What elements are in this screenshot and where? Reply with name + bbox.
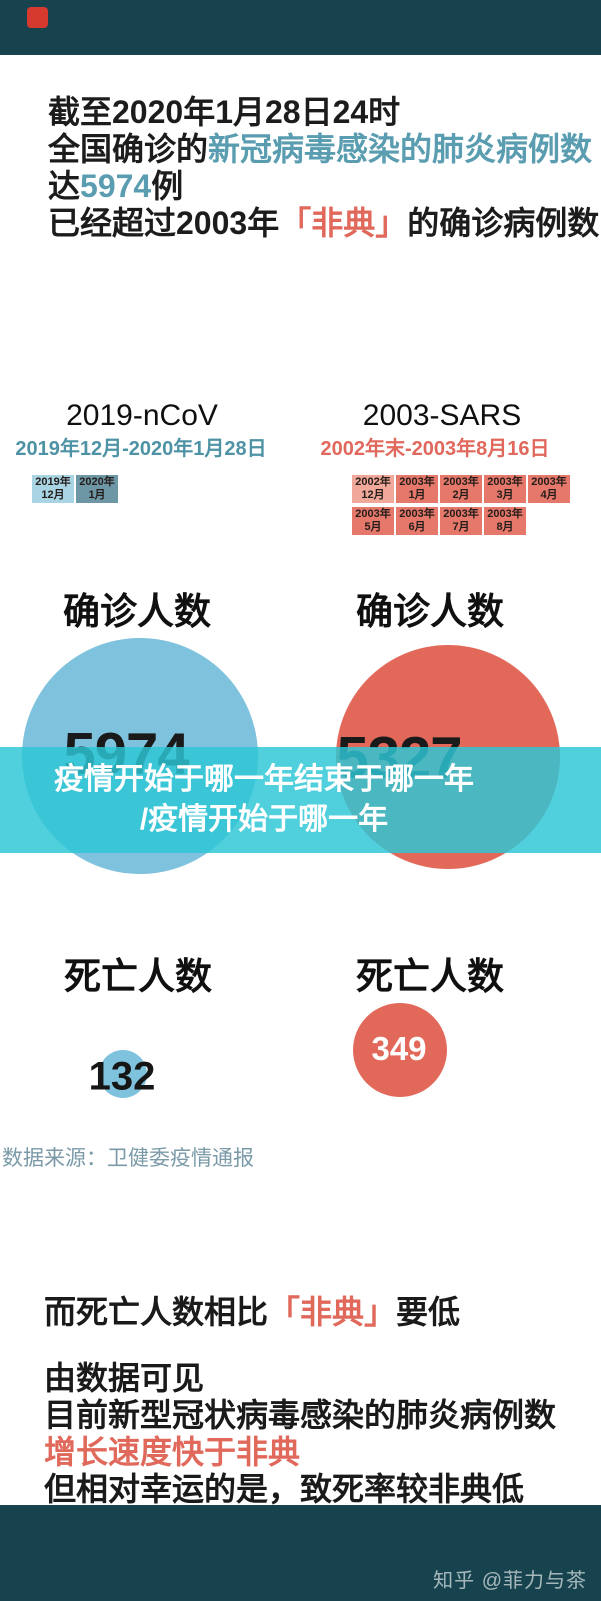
- intro-text: 截至2020年1月28日24时 全国确诊的新冠病毒感染的肺炎病例数 达5974例…: [48, 94, 599, 242]
- intro-line4-post: 的确诊病例数: [407, 205, 600, 241]
- month-box-month: 3月: [496, 489, 514, 501]
- conclusion-line3: 目前新型冠状病毒感染的肺炎病例数: [44, 1397, 557, 1433]
- intro-line2-black: 全国确诊的: [48, 131, 209, 167]
- month-box-year: 2003年: [355, 508, 391, 520]
- month-box-year: 2003年: [487, 508, 523, 520]
- month-box-month: 4月: [540, 489, 558, 501]
- watermark-label: 知乎 @菲力与茶: [433, 1570, 587, 1592]
- month-box: 2003年 6月: [396, 507, 438, 535]
- sars-month-grid: 2002年 12月 2003年 1月 2003年 2月 2003年 3月 2003年 4月 2003…: [352, 475, 570, 535]
- intro-line-1: 截至2020年1月28日24时: [48, 94, 599, 131]
- conclusion-line1: 而死亡人数相比「非典」要低: [44, 1287, 460, 1333]
- month-box: 2003年 2月: [440, 475, 482, 503]
- ncov-death-value: 132: [88, 1054, 156, 1099]
- conclusion-line1-pre: 而死亡人数相比: [44, 1294, 269, 1330]
- intro-line-3: 达5974例: [48, 168, 599, 205]
- month-box: 2002年 12月: [352, 475, 394, 503]
- intro-line3-post: 例: [151, 168, 184, 204]
- sars-death-value: 349: [371, 1030, 427, 1067]
- month-box-month: 12月: [41, 489, 65, 501]
- top-band: [0, 0, 601, 55]
- ncov-confirmed-heading: 确诊人数: [63, 591, 211, 632]
- month-box-month: 12月: [361, 489, 385, 501]
- ncov-death-heading: 死亡人数: [64, 956, 212, 997]
- month-box-year: 2003年: [443, 508, 479, 520]
- month-box: 2020年 1月: [76, 475, 118, 503]
- intro-line2-highlight: 新冠病毒感染的肺炎病例数: [208, 131, 593, 167]
- month-box: 2003年 4月: [528, 475, 570, 503]
- sars-column-title: 2003-SARS: [362, 399, 522, 432]
- month-box-year: 2003年: [443, 476, 479, 488]
- bottom-band: [0, 1505, 601, 1601]
- red-marker-icon: [27, 7, 48, 28]
- conclusion-line1-post: 要低: [396, 1294, 461, 1330]
- month-box: 2019年 12月: [32, 475, 74, 503]
- month-box-month: 6月: [408, 521, 426, 533]
- sars-death-heading: 死亡人数: [356, 956, 504, 997]
- intro-line-2: 全国确诊的新冠病毒感染的肺炎病例数: [48, 131, 599, 168]
- month-box-year: 2019年: [35, 476, 71, 488]
- month-box: 2003年 5月: [352, 507, 394, 535]
- conclusion-line4-emphasis: 增长速度快于非典: [44, 1434, 301, 1470]
- intro-line3-pre: 达: [48, 168, 81, 204]
- month-box-month: 7月: [452, 521, 470, 533]
- month-box-year: 2003年: [399, 508, 435, 520]
- sars-term-highlight: 「非典」: [279, 205, 408, 241]
- conclusion-block: 由数据可见 目前新型冠状病毒感染的肺炎病例数 增长速度快于非典 但相对幸运的是，…: [44, 1360, 556, 1508]
- month-box-month: 8月: [496, 521, 514, 533]
- ncov-death-circle: [99, 1050, 147, 1098]
- month-box: 2003年 1月: [396, 475, 438, 503]
- sars-death-circle: [353, 1003, 447, 1097]
- month-box-month: 1月: [88, 489, 106, 501]
- month-box-month: 1月: [408, 489, 426, 501]
- month-box-year: 2003年: [487, 476, 523, 488]
- sars-period-label: 2002年末-2003年8月16日: [320, 438, 550, 460]
- month-box-month: 5月: [364, 521, 382, 533]
- month-box: 2003年 8月: [484, 507, 526, 535]
- sars-confirmed-heading: 确诊人数: [356, 591, 504, 632]
- month-box-year: 2003年: [531, 476, 567, 488]
- conclusion-line2: 由数据可见: [44, 1360, 205, 1396]
- month-box-year: 2002年: [355, 476, 391, 488]
- data-source-label: 数据来源：卫健委疫情通报: [2, 1147, 254, 1170]
- intro-line-4: 已经超过2003年「非典」的确诊病例数: [48, 205, 599, 242]
- conclusion-line5: 但相对幸运的是，致死率较非典低: [44, 1471, 525, 1507]
- ncov-column-title: 2019-nCoV: [66, 399, 218, 432]
- confirmed-total-number: 5974: [80, 168, 152, 204]
- ncov-period-label: 2019年12月-2020年1月28日: [15, 438, 267, 460]
- intro-line4-pre: 已经超过2003年: [48, 205, 280, 241]
- overlay-title-line2: /疫情开始于哪一年: [139, 803, 389, 836]
- month-box-year: 2003年: [399, 476, 435, 488]
- month-box-month: 2月: [452, 489, 470, 501]
- month-box: 2003年 3月: [484, 475, 526, 503]
- month-box: 2003年 7月: [440, 507, 482, 535]
- conclusion-sars-highlight: 「非典」: [268, 1294, 397, 1330]
- intro-line1-text: 截至2020年1月28日24时: [48, 94, 401, 130]
- overlay-title-line1: 疫情开始于哪一年结束于哪一年: [54, 763, 474, 796]
- title-overlay-band: [0, 747, 601, 853]
- month-box-year: 2020年: [79, 476, 115, 488]
- ncov-month-grid: 2019年 12月 2020年 1月: [32, 475, 118, 503]
- overlay-title: 疫情开始于哪一年结束于哪一年 /疫情开始于哪一年: [54, 760, 474, 840]
